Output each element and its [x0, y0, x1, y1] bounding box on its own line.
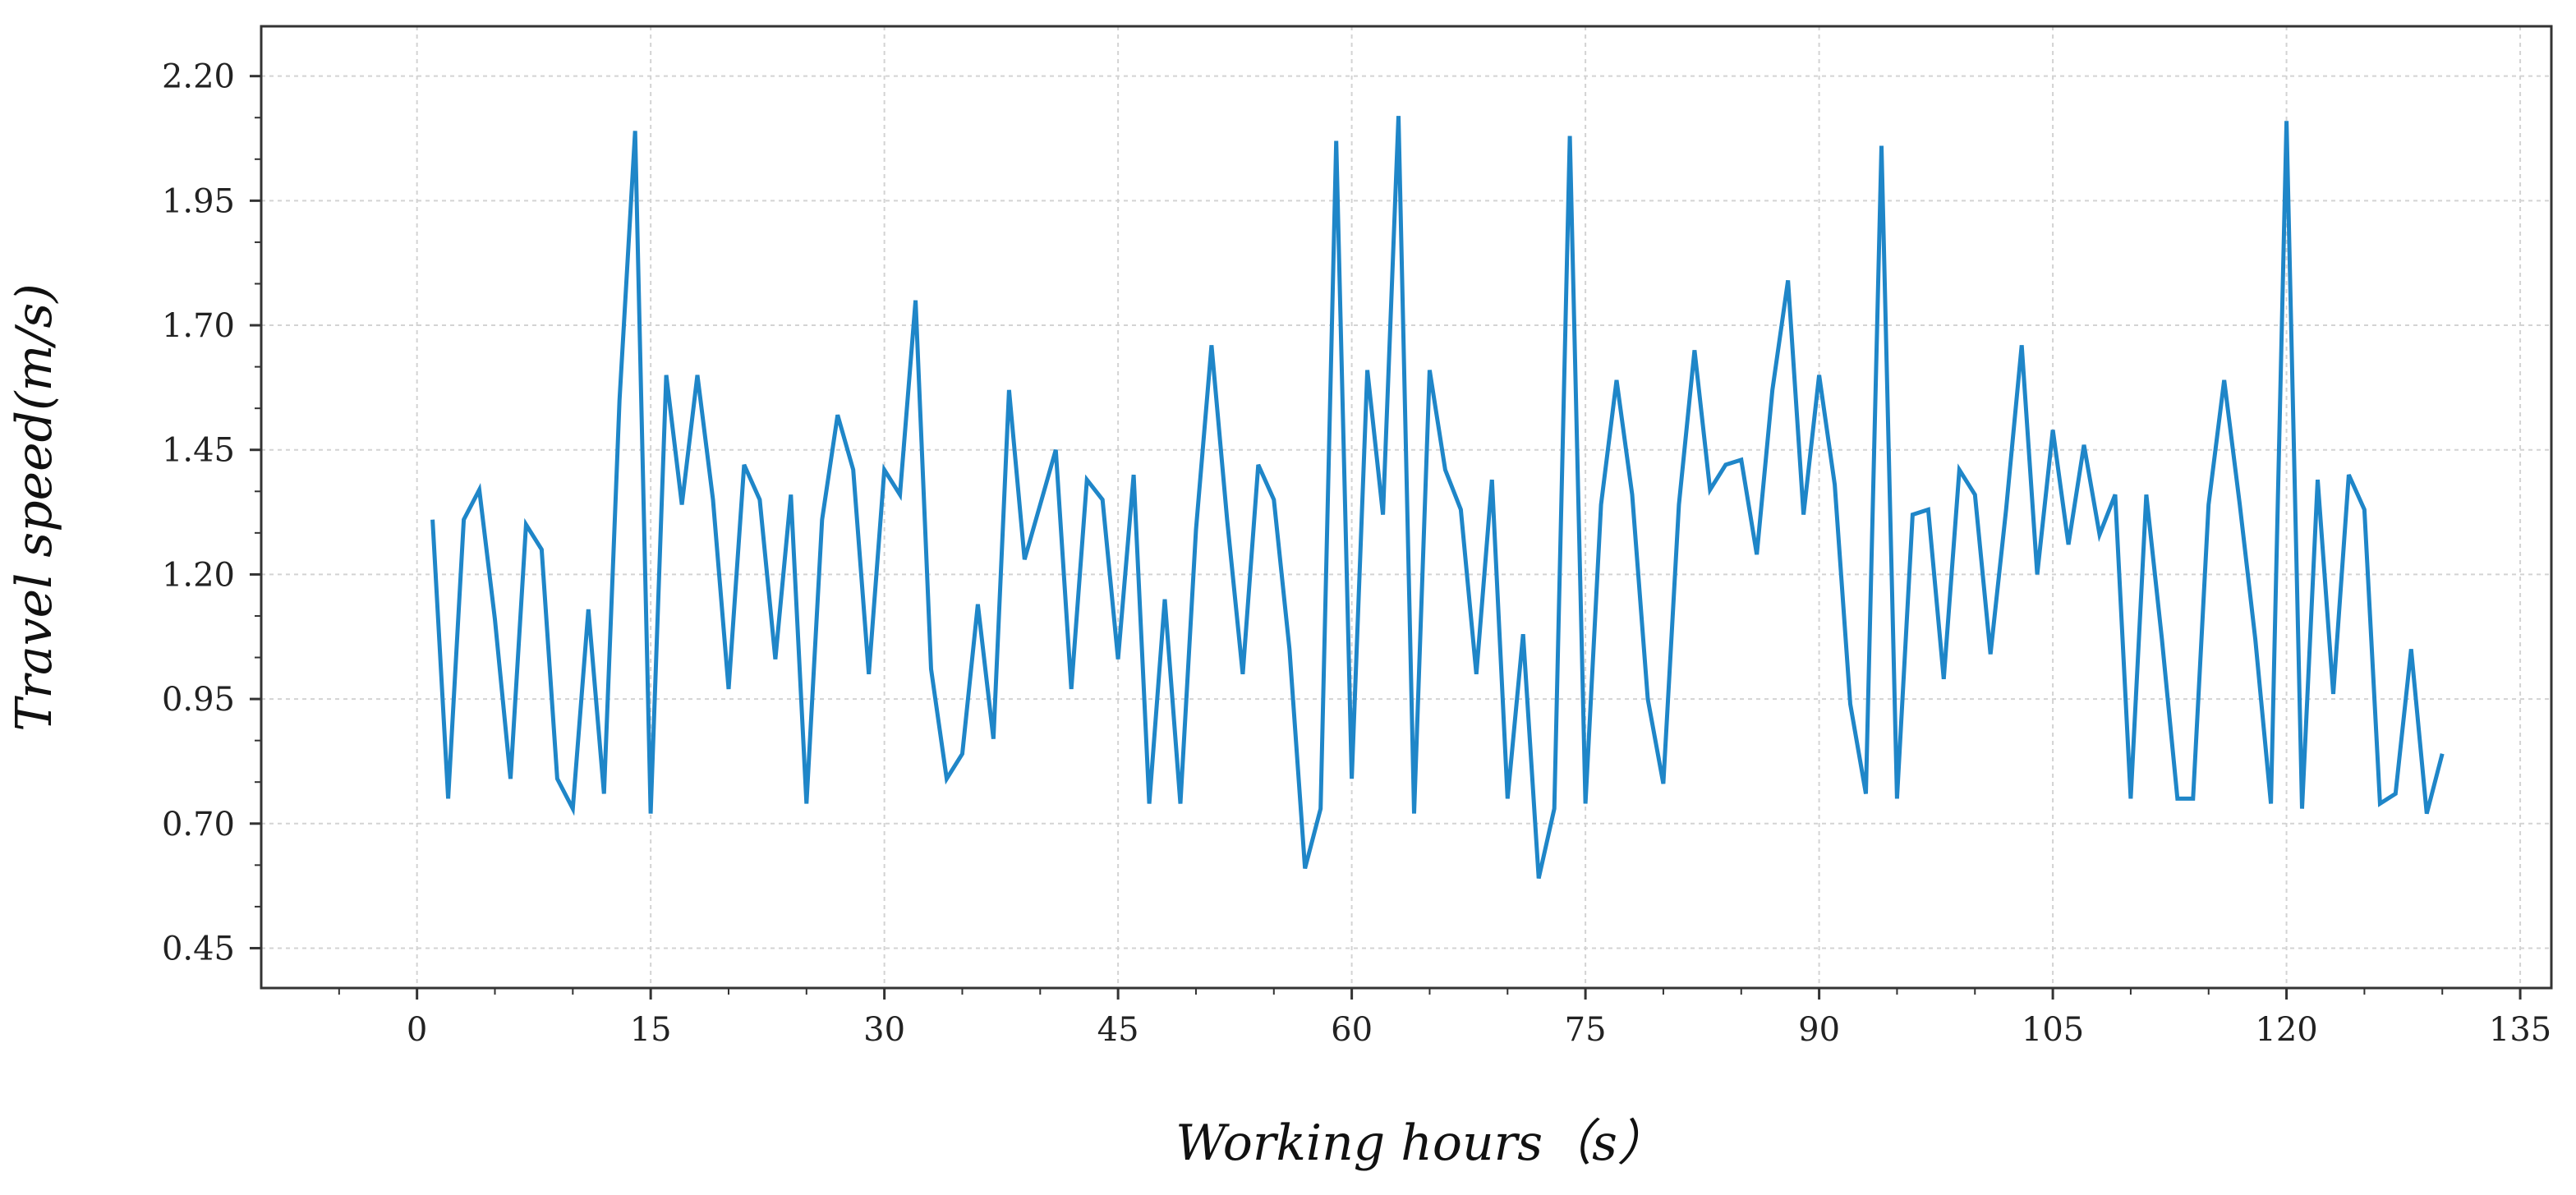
series-layer — [430, 116, 2445, 880]
axis-ticks — [250, 75, 2522, 1000]
y-tick-label: 0.70 — [162, 806, 235, 843]
series-line — [430, 116, 2445, 880]
x-tick-label: 45 — [1097, 1011, 1139, 1049]
y-tick-label: 0.95 — [162, 681, 235, 719]
plot-border — [260, 25, 2553, 990]
y-tick-label: 1.20 — [162, 556, 235, 594]
y-tick-labels: 0.45 0.70 0.95 1.20 1.45 1.70 1.95 2.20 — [162, 58, 235, 968]
x-tick-label: 90 — [1798, 1011, 1840, 1049]
y-tick-label: 2.20 — [162, 58, 235, 96]
y-tick-label: 1.70 — [162, 307, 235, 345]
x-tick-label: 75 — [1565, 1011, 1607, 1049]
x-tick-labels: 0 15 30 45 60 75 90 105 120 135 — [407, 1011, 2551, 1049]
y-tick-label: 1.95 — [162, 182, 235, 220]
plot-frame — [260, 25, 2553, 990]
y-axis-label: Travel speed(m/s) — [6, 283, 63, 731]
y-tick-label: 0.45 — [162, 930, 235, 967]
x-tick-label: 15 — [630, 1011, 672, 1049]
x-tick-label: 105 — [2022, 1011, 2084, 1049]
x-tick-label: 135 — [2489, 1011, 2551, 1049]
x-tick-label: 0 — [407, 1011, 427, 1049]
x-tick-label: 120 — [2255, 1011, 2317, 1049]
y-tick-label: 1.45 — [162, 432, 235, 470]
x-tick-label: 60 — [1331, 1011, 1373, 1049]
x-axis-label: Working hours（s） — [1175, 1115, 1667, 1172]
x-tick-label: 30 — [863, 1011, 905, 1049]
